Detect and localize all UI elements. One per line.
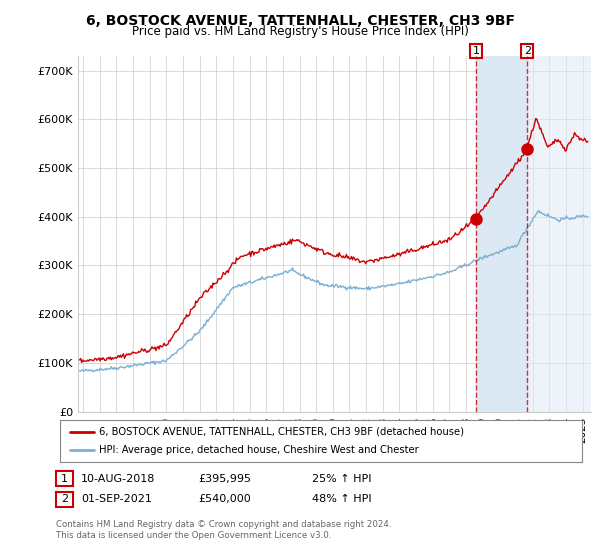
Text: 6, BOSTOCK AVENUE, TATTENHALL, CHESTER, CH3 9BF: 6, BOSTOCK AVENUE, TATTENHALL, CHESTER, … <box>86 14 515 28</box>
Text: Price paid vs. HM Land Registry's House Price Index (HPI): Price paid vs. HM Land Registry's House … <box>131 25 469 38</box>
Text: 48% ↑ HPI: 48% ↑ HPI <box>312 494 371 504</box>
Text: 01-SEP-2021: 01-SEP-2021 <box>81 494 152 504</box>
Bar <box>476 56 527 412</box>
Text: 2: 2 <box>61 494 68 504</box>
Text: 25% ↑ HPI: 25% ↑ HPI <box>312 474 371 483</box>
Bar <box>527 56 591 412</box>
Text: 1: 1 <box>61 474 68 483</box>
Text: 10-AUG-2018: 10-AUG-2018 <box>81 474 155 483</box>
Text: 6, BOSTOCK AVENUE, TATTENHALL, CHESTER, CH3 9BF (detached house): 6, BOSTOCK AVENUE, TATTENHALL, CHESTER, … <box>99 427 464 437</box>
Text: Contains HM Land Registry data © Crown copyright and database right 2024.
This d: Contains HM Land Registry data © Crown c… <box>56 520 391 540</box>
Text: HPI: Average price, detached house, Cheshire West and Chester: HPI: Average price, detached house, Ches… <box>99 445 419 455</box>
Text: £540,000: £540,000 <box>198 494 251 504</box>
Text: 1: 1 <box>473 46 479 56</box>
Text: £395,995: £395,995 <box>198 474 251 483</box>
Text: 2: 2 <box>524 46 531 56</box>
